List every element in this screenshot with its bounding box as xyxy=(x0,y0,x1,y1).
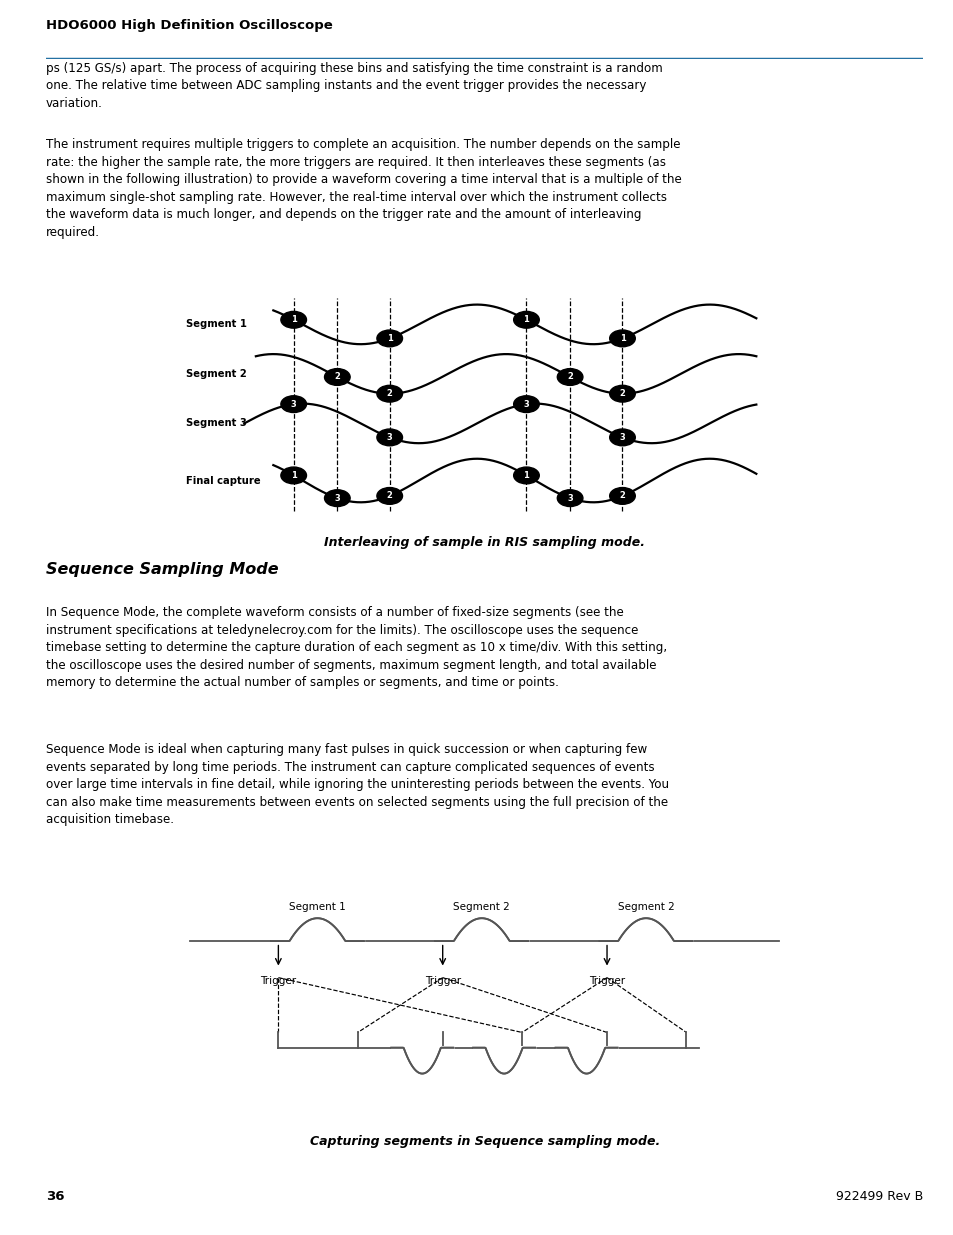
Text: 1: 1 xyxy=(523,471,529,480)
Circle shape xyxy=(609,429,635,446)
Text: Trigger: Trigger xyxy=(588,976,624,986)
Circle shape xyxy=(609,488,635,504)
Text: 36: 36 xyxy=(46,1191,64,1203)
Circle shape xyxy=(557,368,582,385)
Text: Segment 1: Segment 1 xyxy=(289,902,345,913)
Text: Final capture: Final capture xyxy=(186,475,260,485)
Text: Segment 1: Segment 1 xyxy=(186,320,247,330)
Text: 3: 3 xyxy=(335,494,340,503)
Text: 2: 2 xyxy=(618,492,625,500)
Text: Segment 2: Segment 2 xyxy=(186,369,247,379)
Text: 2: 2 xyxy=(618,389,625,398)
Circle shape xyxy=(324,490,350,506)
Circle shape xyxy=(376,330,402,347)
Text: 2: 2 xyxy=(386,492,393,500)
Circle shape xyxy=(609,385,635,403)
Circle shape xyxy=(376,429,402,446)
Text: In Sequence Mode, the complete waveform consists of a number of fixed-size segme: In Sequence Mode, the complete waveform … xyxy=(46,606,666,689)
Circle shape xyxy=(280,311,306,329)
Text: 3: 3 xyxy=(523,400,529,409)
Text: Capturing segments in Sequence sampling mode.: Capturing segments in Sequence sampling … xyxy=(309,1135,659,1147)
Text: 1: 1 xyxy=(291,315,296,325)
Circle shape xyxy=(376,385,402,403)
Text: HDO6000 High Definition Oscilloscope: HDO6000 High Definition Oscilloscope xyxy=(46,19,333,32)
Text: 2: 2 xyxy=(567,373,573,382)
Text: Segment 2: Segment 2 xyxy=(453,902,510,913)
Text: 1: 1 xyxy=(618,333,625,343)
Text: Sequence Mode is ideal when capturing many fast pulses in quick succession or wh: Sequence Mode is ideal when capturing ma… xyxy=(46,743,668,826)
Circle shape xyxy=(513,395,538,412)
Text: 3: 3 xyxy=(291,400,296,409)
Circle shape xyxy=(513,467,538,484)
Text: 2: 2 xyxy=(335,373,340,382)
Text: Segment 3: Segment 3 xyxy=(186,419,247,429)
Text: Trigger: Trigger xyxy=(424,976,460,986)
Text: 1: 1 xyxy=(291,471,296,480)
Text: Interleaving of sample in RIS sampling mode.: Interleaving of sample in RIS sampling m… xyxy=(324,536,644,548)
Circle shape xyxy=(557,490,582,506)
Text: Trigger: Trigger xyxy=(260,976,296,986)
Text: 1: 1 xyxy=(523,315,529,325)
Circle shape xyxy=(513,311,538,329)
Text: ps (125 GS/s) apart. The process of acquiring these bins and satisfying the time: ps (125 GS/s) apart. The process of acqu… xyxy=(46,62,661,110)
Text: The instrument requires multiple triggers to complete an acquisition. The number: The instrument requires multiple trigger… xyxy=(46,138,680,238)
Text: 922499 Rev B: 922499 Rev B xyxy=(836,1191,923,1203)
Text: 1: 1 xyxy=(386,333,393,343)
Text: Segment 2: Segment 2 xyxy=(618,902,674,913)
Text: 2: 2 xyxy=(386,389,393,398)
Circle shape xyxy=(609,330,635,347)
Text: 3: 3 xyxy=(618,433,625,442)
Text: 3: 3 xyxy=(386,433,393,442)
Circle shape xyxy=(280,467,306,484)
Circle shape xyxy=(324,368,350,385)
Circle shape xyxy=(280,395,306,412)
Circle shape xyxy=(376,488,402,504)
Text: Sequence Sampling Mode: Sequence Sampling Mode xyxy=(46,562,278,577)
Text: 3: 3 xyxy=(567,494,573,503)
